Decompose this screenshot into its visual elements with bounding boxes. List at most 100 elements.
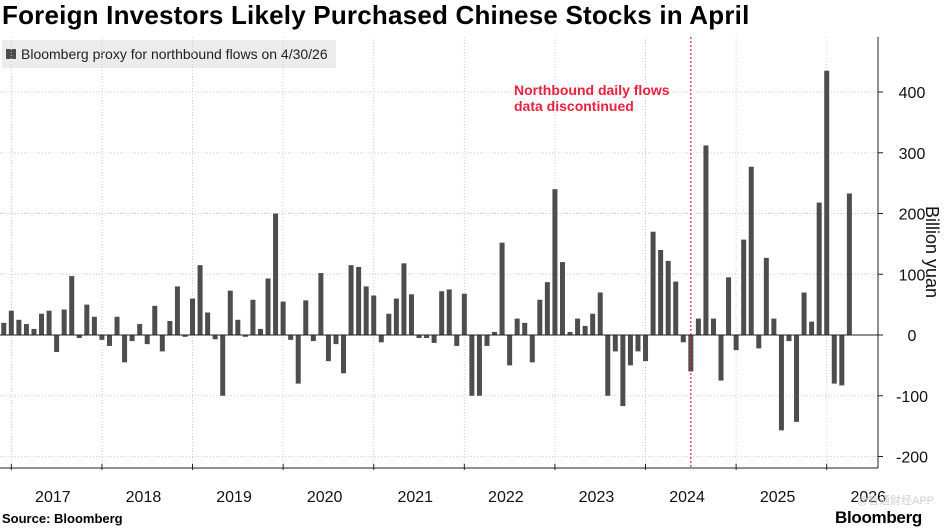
bar-2025-04: [756, 335, 762, 349]
bar-2023-06: [590, 313, 596, 335]
y-tick-label: 0: [908, 328, 917, 345]
bar-2021-09: [431, 335, 437, 343]
bar-2017-07: [54, 335, 60, 353]
bar-2025-12: [816, 202, 822, 335]
bar-2022-04: [484, 335, 490, 346]
bar-2021-03: [386, 313, 392, 335]
bar-2017-09: [69, 276, 75, 335]
bar-2022-03: [476, 335, 482, 396]
bar-2025-02: [741, 239, 747, 335]
bar-2021-11: [446, 289, 452, 335]
grid-layer: [0, 37, 878, 468]
bar-2022-01: [461, 293, 467, 335]
bar-2025-03: [748, 166, 754, 335]
bar-2018-06: [137, 324, 143, 335]
bar-2022-06: [499, 242, 505, 335]
bar-2020-02: [288, 335, 294, 340]
bar-2026-04: [846, 193, 852, 335]
bar-2019-05: [220, 335, 226, 396]
bar-2025-10: [801, 292, 807, 335]
bar-2026-03: [839, 335, 845, 386]
x-tick-label-2020: 2020: [307, 489, 343, 506]
bar-2023-08: [605, 335, 611, 396]
bar-2023-12: [635, 335, 641, 352]
bar-2022-11: [537, 299, 543, 335]
bar-2017-04: [31, 328, 37, 335]
bar-2020-11: [356, 266, 362, 335]
bar-2022-07: [507, 335, 513, 366]
bar-2023-02: [559, 262, 565, 335]
bar-2019-11: [265, 278, 271, 335]
y-tick-label: -200: [896, 450, 928, 467]
x-tick-label-2024: 2024: [669, 489, 705, 506]
bar-2025-08: [786, 335, 792, 342]
bar-2018-12: [182, 335, 188, 337]
annotation-text-line-1: Northbound daily flows: [514, 82, 670, 98]
bar-2022-08: [514, 318, 520, 335]
bar-2024-04: [665, 260, 671, 335]
bar-2023-07: [597, 292, 603, 335]
bar-2019-12: [273, 213, 279, 335]
x-tick-label-2021: 2021: [397, 489, 433, 506]
bar-2023-04: [575, 318, 581, 335]
bar-2018-07: [144, 335, 150, 345]
bar-2019-03: [205, 312, 211, 335]
bar-2023-11: [627, 335, 633, 366]
x-tick-labels: 2017 2018 2019 2020 2021 2022 2023 2024 2025 2026: [35, 489, 886, 506]
y-tick-label: 200: [899, 207, 926, 224]
bar-2022-09: [522, 322, 528, 335]
bar-2023-03: [567, 331, 573, 335]
y-tick-label: 100: [899, 267, 926, 284]
bar-2018-02: [106, 335, 112, 346]
legend: Bloomberg proxy for northbound flows on …: [2, 40, 336, 68]
bar-2018-01: [99, 335, 105, 340]
bar-2022-05: [492, 331, 498, 335]
bar-2017-11: [84, 304, 90, 335]
bar-2018-10: [167, 321, 173, 335]
chart-title: Foreign Investors Likely Purchased Chine…: [2, 0, 750, 30]
annotation-layer: Northbound daily flows data discontinued: [514, 37, 692, 468]
bar-2019-08: [242, 335, 248, 337]
bar-2022-02: [469, 335, 475, 396]
bar-2024-09: [703, 145, 709, 335]
bar-2025-09: [794, 335, 800, 422]
brand-logo: Bloomberg: [834, 508, 922, 527]
bar-2019-10: [257, 328, 263, 335]
x-tick-label-2018: 2018: [126, 489, 162, 506]
bar-2024-11: [718, 335, 724, 381]
bar-2021-05: [401, 263, 407, 335]
bar-2022-12: [544, 282, 550, 335]
source-note: Source: Bloomberg: [2, 511, 123, 526]
bar-2023-05: [582, 325, 588, 335]
bar-2025-05: [763, 257, 769, 335]
bar-2019-09: [250, 299, 256, 335]
bar-2021-08: [424, 335, 430, 339]
bar-2024-08: [695, 318, 701, 335]
bar-2025-07: [778, 335, 784, 431]
bar-2021-12: [454, 335, 460, 346]
bar-2021-10: [439, 291, 445, 335]
bar-2017-08: [61, 309, 67, 335]
bar-2021-07: [416, 335, 422, 339]
bar-2024-05: [673, 281, 679, 335]
bar-2020-01: [280, 301, 286, 335]
bar-2018-08: [152, 305, 158, 335]
bar-2017-06: [46, 310, 52, 335]
bar-2020-05: [310, 335, 316, 342]
bar-2016-12: [1, 322, 7, 335]
legend-label: Bloomberg proxy for northbound flows on …: [21, 46, 328, 62]
bar-2020-06: [318, 273, 324, 335]
bar-2019-07: [235, 319, 241, 335]
bar-2024-03: [658, 249, 664, 335]
bar-2024-06: [680, 335, 686, 343]
bar-2024-12: [726, 277, 732, 335]
y-axis-label: Billion yuan: [922, 206, 942, 298]
bar-2021-04: [393, 298, 399, 335]
bar-2020-12: [363, 286, 369, 335]
bar-2019-01: [190, 298, 196, 335]
axis-layer: -200 -100 0 100 200 300 400: [0, 37, 928, 470]
bar-2024-02: [650, 231, 656, 335]
bar-2026-02: [831, 335, 837, 384]
annotation-text-line-2: data discontinued: [514, 98, 634, 114]
